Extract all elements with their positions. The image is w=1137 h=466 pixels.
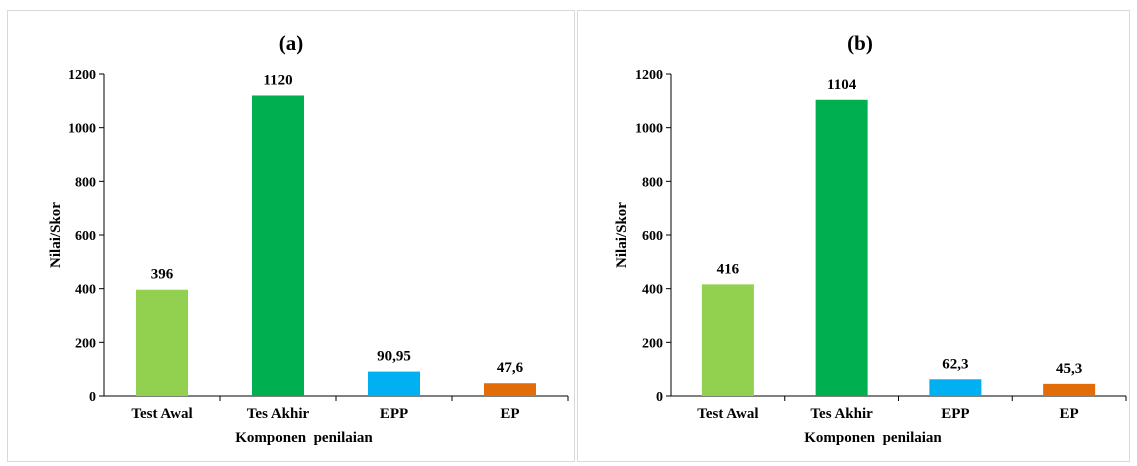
chart-b-y-axis-label: Nilai/Skor — [614, 202, 630, 268]
chart-b-y-tick-label: 200 — [642, 336, 663, 351]
chart-a-y-tick-label: 0 — [89, 390, 96, 405]
chart-b-data-label: 62,3 — [942, 356, 968, 372]
chart-b-y-tick-label: 800 — [642, 175, 663, 190]
chart-a-y-tick-label: 600 — [75, 229, 96, 244]
chart-panel-b: (b) 0 200 400 600 800 1000 1200 416 Test Awal 1104… — [577, 10, 1130, 462]
chart-b-y-tick-label: 1200 — [635, 68, 663, 83]
chart-a-y-tick-label: 200 — [75, 336, 96, 351]
chart-b-y-tick-label: 600 — [642, 229, 663, 244]
chart-b-data-label: 45,3 — [1056, 361, 1082, 377]
chart-a-x-axis-label: Komponen penilaian — [235, 430, 373, 446]
chart-a-y-tick-label: 1000 — [68, 122, 96, 137]
chart-a-title: (a) — [279, 31, 304, 55]
chart-b-y-tick-label: 400 — [642, 283, 663, 298]
chart-a-y-tick-label: 800 — [75, 175, 96, 190]
chart-b-x-axis-label: Komponen penilaian — [804, 430, 942, 446]
chart-a-category-label: EP — [500, 406, 519, 422]
chart-a-bar — [368, 371, 420, 396]
chart-a-data-label: 90,95 — [377, 349, 411, 365]
chart-b-category-label: Tes Akhir — [810, 406, 873, 422]
chart-a-category-label: EPP — [380, 406, 408, 422]
chart-b-bar — [701, 284, 754, 396]
chart-a-y-tick-label: 400 — [75, 283, 96, 298]
chart-b-data-label: 416 — [717, 261, 740, 277]
chart-a-bar — [252, 95, 304, 396]
chart-panel-a: (a) 0 200 400 600 800 1000 1200 396 Test Awal 1120… — [7, 10, 575, 462]
chart-a-svg: (a) 0 200 400 600 800 1000 1200 396 Test Awal 1120… — [48, 31, 569, 446]
chart-b-category-label: EPP — [941, 406, 969, 422]
chart-a-category-label: Test Awal — [131, 406, 192, 422]
chart-b-data-label: 1104 — [827, 77, 857, 93]
chart-a-data-label: 1120 — [263, 72, 292, 88]
chart-a-bar — [484, 383, 536, 396]
chart-b-category-label: Test Awal — [697, 406, 758, 422]
chart-a-bar — [136, 289, 188, 396]
chart-b-bar — [1043, 383, 1096, 396]
chart-a-data-label: 47,6 — [497, 360, 524, 376]
chart-a-category-label: Tes Akhir — [247, 406, 310, 422]
chart-b-title: (b) — [847, 31, 873, 55]
chart-a-y-tick-label: 1200 — [68, 68, 96, 83]
chart-a-data-label: 396 — [151, 267, 174, 283]
chart-b-y-tick-label: 0 — [656, 390, 663, 405]
chart-b-bar — [815, 99, 868, 396]
chart-b-bar — [929, 379, 982, 396]
chart-b-y-tick-label: 1000 — [635, 122, 663, 137]
chart-b-svg: (b) 0 200 400 600 800 1000 1200 416 Test Awal 1104… — [614, 31, 1127, 446]
chart-a-y-axis-label: Nilai/Skor — [48, 202, 64, 268]
chart-b-category-label: EP — [1060, 406, 1079, 422]
